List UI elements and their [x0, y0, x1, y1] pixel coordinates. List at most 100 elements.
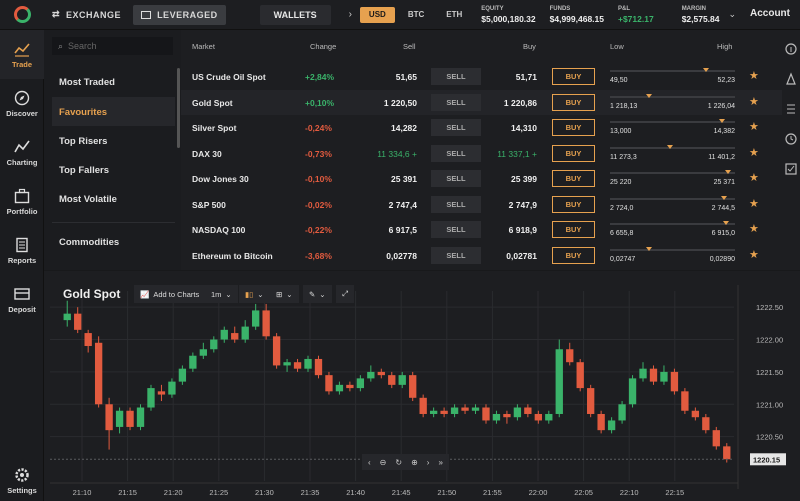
candle-body	[450, 407, 459, 414]
table-row[interactable]: NASDAQ 100 -0,22% 6 917,5 SELL 6 918,9 BUY 6 6…	[181, 217, 782, 242]
nav-discover[interactable]: Discover	[0, 79, 44, 128]
market-name[interactable]: Ethereum to Bitcoin	[192, 250, 273, 261]
market-name[interactable]: Silver Spot	[192, 123, 237, 133]
list-icon[interactable]	[782, 94, 800, 124]
add-to-charts-button[interactable]: 📈 Add to Charts	[134, 285, 206, 303]
table-row[interactable]: DAX 30 -0,73% 11 334,6 + SELL 11 337,1 + BUY 1…	[181, 141, 782, 166]
indicator-select[interactable]: ⊞ ⌄	[270, 285, 299, 303]
category-commodities[interactable]: Commodities	[59, 237, 120, 248]
market-name[interactable]: Gold Spot	[192, 97, 233, 108]
candle-body	[482, 407, 490, 421]
exchange-button[interactable]: ⇄ EXCHANGE	[44, 5, 129, 25]
favourite-star-icon[interactable]: ★	[749, 146, 759, 159]
category-divider	[52, 222, 175, 223]
chart-navigation: ‹ ⊖ ↻ ⊕ › »	[362, 454, 449, 470]
sell-button[interactable]: SELL	[431, 119, 481, 136]
table-row[interactable]: Gold Spot +0,10% 1 220,50 SELL 1 220,86 BUY 1 …	[181, 89, 782, 115]
leveraged-label: LEVERAGED	[157, 9, 218, 20]
favourite-star-icon[interactable]: ★	[749, 70, 759, 82]
favourite-star-icon[interactable]: ★	[749, 95, 759, 108]
header-market: Market	[192, 42, 215, 51]
nav-reports[interactable]: Reports	[0, 226, 44, 275]
sell-button[interactable]: SELL	[431, 68, 481, 85]
currency-eth[interactable]: ETH	[446, 10, 463, 19]
search-input[interactable]: ⌕ Search	[52, 37, 173, 55]
category-panel: ⌕ Search Most Traded Favourites Top Rise…	[44, 30, 181, 270]
nav-charting[interactable]: Charting	[0, 128, 44, 177]
header-sell: Sell	[403, 42, 416, 51]
zoom-out-icon[interactable]: ⊖	[379, 457, 387, 467]
candle-type-select[interactable]: ▮▯ ⌄	[239, 285, 270, 303]
account-button[interactable]: Account	[750, 8, 790, 19]
market-name[interactable]: DAX 30	[192, 148, 222, 159]
category-top-fallers[interactable]: Top Fallers	[59, 165, 109, 176]
favourite-star-icon[interactable]: ★	[749, 121, 759, 133]
candle-body	[367, 371, 375, 379]
buy-button[interactable]: BUY	[552, 170, 595, 187]
buy-button[interactable]: BUY	[552, 119, 595, 136]
category-scrollbar[interactable]	[177, 68, 180, 148]
wallets-button[interactable]: WALLETS	[259, 4, 331, 25]
table-row[interactable]: Dow Jones 30 -0,10% 25 391 SELL 25 399 BUY 25 …	[181, 166, 782, 191]
nav-trade[interactable]: Trade	[0, 30, 44, 79]
buy-button[interactable]: BUY	[552, 195, 595, 213]
jump-end-icon[interactable]: »	[438, 457, 443, 467]
pan-left-icon[interactable]: ‹	[368, 457, 371, 467]
range-high: 25 371	[713, 179, 735, 186]
chevron-right-icon[interactable]: ›	[348, 9, 352, 20]
favourite-star-icon[interactable]: ★	[749, 248, 759, 261]
market-name[interactable]: US Crude Oil Spot	[192, 72, 266, 82]
draw-select[interactable]: ✎ ⌄	[303, 285, 332, 303]
market-change: -0,22%	[305, 225, 332, 235]
category-favourites[interactable]: Favourites	[59, 107, 108, 118]
table-row[interactable]: Silver Spot -0,24% 14,282 SELL 14,310 BUY 13,0…	[181, 115, 782, 140]
chevron-down-icon[interactable]: ⌄	[728, 9, 736, 19]
market-name[interactable]: NASDAQ 100	[192, 225, 246, 235]
table-row[interactable]: US Crude Oil Spot +2,84% 51,65 SELL 51,71 BUY…	[181, 64, 782, 89]
fullscreen-button[interactable]: ⤢	[336, 285, 354, 303]
logo[interactable]	[0, 0, 44, 30]
buy-button[interactable]: BUY	[552, 93, 595, 111]
sell-button[interactable]: SELL	[431, 246, 481, 264]
price-chart[interactable]: 21:10 21:15 21:20 21:25 21:30 21:35 21:40 21:45…	[44, 271, 800, 501]
leveraged-button[interactable]: LEVERAGED	[133, 4, 226, 25]
table-row[interactable]: Ethereum to Bitcoin -3,68% 0,02778 SELL 0,02…	[181, 243, 782, 268]
zoom-in-icon[interactable]: ⊕	[411, 457, 418, 467]
favourite-star-icon[interactable]: ★	[749, 172, 759, 184]
x-tick-label: 21:15	[118, 488, 137, 497]
sell-button[interactable]: SELL	[431, 144, 481, 162]
currency-usd[interactable]: USD	[359, 6, 395, 23]
nav-settings[interactable]: Settings	[0, 461, 44, 501]
market-name[interactable]: S&P 500	[192, 199, 226, 210]
favourite-star-icon[interactable]: ★	[749, 223, 759, 235]
category-most-traded[interactable]: Most Traded	[59, 77, 115, 88]
nav-deposit[interactable]: Deposit	[0, 275, 44, 324]
buy-button[interactable]: BUY	[552, 68, 595, 85]
candle-body	[272, 336, 281, 366]
category-most-volatile[interactable]: Most Volatile	[59, 194, 117, 205]
buy-button[interactable]: BUY	[552, 221, 595, 238]
currency-btc[interactable]: BTC	[407, 10, 425, 19]
info-icon[interactable]	[782, 34, 800, 64]
buy-button[interactable]: BUY	[552, 246, 595, 264]
check-icon[interactable]	[782, 154, 800, 184]
reset-icon[interactable]: ↻	[395, 457, 403, 467]
candle-body	[136, 407, 145, 427]
market-name[interactable]: Dow Jones 30	[192, 174, 249, 184]
sell-button[interactable]: SELL	[431, 221, 481, 238]
y-tick-label: 1222.00	[756, 336, 783, 345]
pan-right-icon[interactable]: ›	[426, 457, 430, 467]
nav-portfolio[interactable]: Portfolio	[0, 177, 44, 226]
sell-button[interactable]: SELL	[431, 93, 481, 111]
candle-icon: ▮▯	[245, 289, 254, 299]
buy-button[interactable]: BUY	[552, 144, 595, 162]
category-top-risers[interactable]: Top Risers	[59, 136, 108, 147]
sell-button[interactable]: SELL	[431, 195, 481, 213]
favourite-star-icon[interactable]: ★	[749, 197, 759, 210]
table-row[interactable]: S&P 500 -0,02% 2 747,4 SELL 2 747,9 BUY 2 724,…	[181, 192, 782, 217]
history-icon[interactable]	[782, 124, 800, 154]
interval-select[interactable]: 1m ⌄	[205, 285, 238, 303]
sell-button[interactable]: SELL	[431, 170, 481, 187]
alert-icon[interactable]	[782, 64, 800, 94]
range-high: 14,382	[713, 128, 735, 135]
